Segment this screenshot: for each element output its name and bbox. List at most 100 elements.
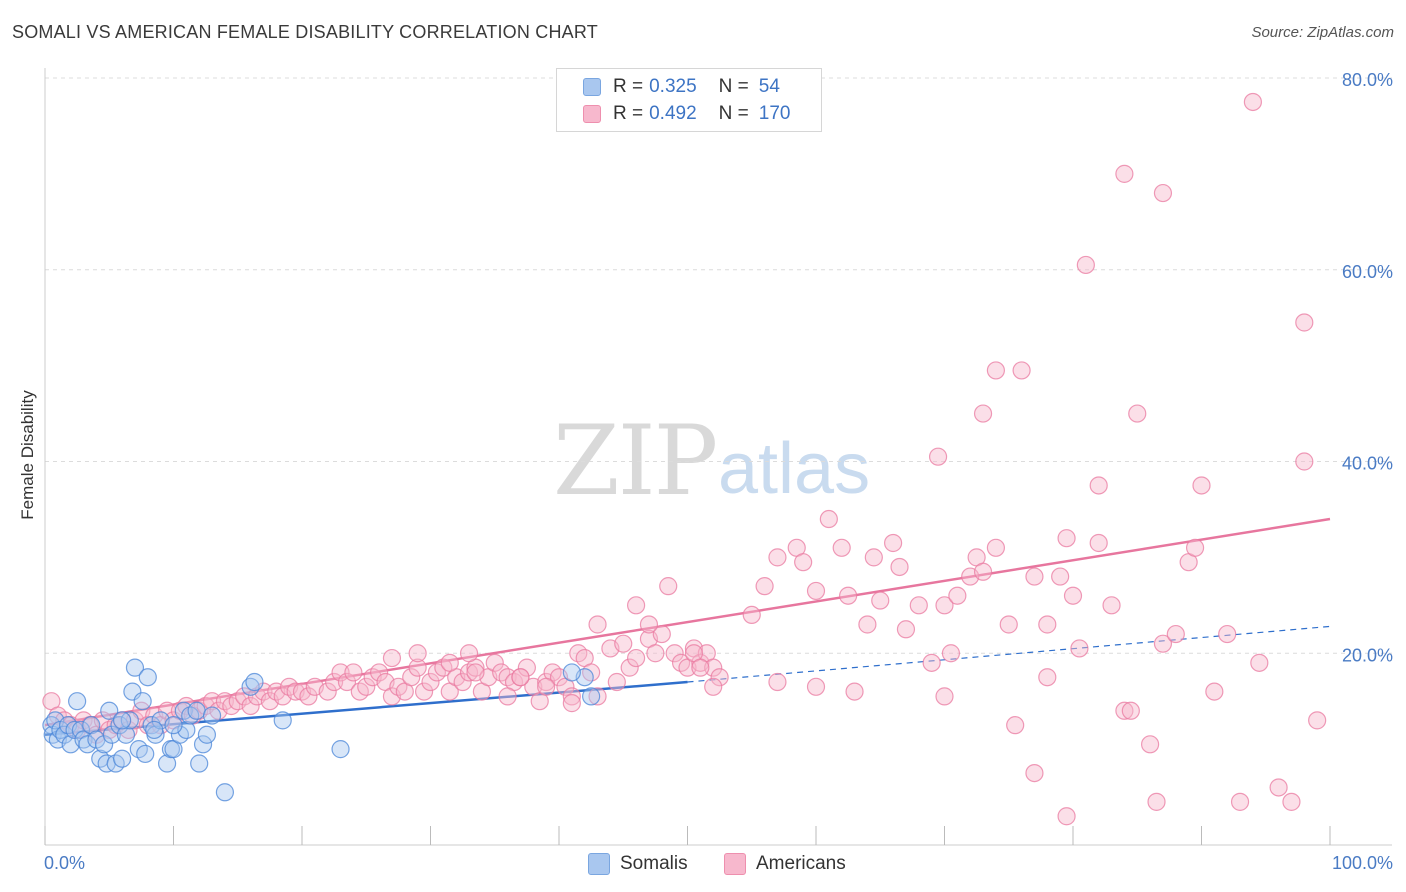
point-somalis: [82, 716, 101, 735]
point-americans: [1089, 476, 1108, 495]
y-tick-label: 80.0%: [1342, 70, 1393, 90]
point-somalis: [215, 783, 234, 802]
point-americans: [704, 658, 723, 677]
legend-n-label: N =: [718, 103, 749, 124]
point-americans: [235, 687, 254, 706]
legend-r-value: 0.492: [649, 103, 697, 124]
point-somalis: [245, 672, 264, 692]
point-americans: [1295, 313, 1314, 332]
point-somalis: [133, 692, 152, 711]
point-americans: [986, 361, 1006, 380]
point-americans: [858, 615, 877, 634]
point-americans: [299, 687, 318, 706]
point-americans: [607, 672, 626, 692]
point-americans: [646, 644, 665, 663]
point-somalis: [138, 668, 157, 687]
point-americans: [453, 672, 472, 692]
point-americans: [562, 687, 581, 706]
point-americans: [864, 548, 883, 567]
point-americans: [652, 624, 671, 644]
point-americans: [562, 694, 581, 713]
y-axis-title: Female Disability: [18, 390, 37, 520]
point-americans: [202, 692, 222, 711]
point-americans: [1185, 538, 1205, 557]
point-americans: [588, 615, 607, 634]
point-somalis: [112, 749, 132, 768]
point-americans: [1115, 164, 1134, 183]
bottom-legend-label-americans: Americans: [756, 853, 846, 874]
point-americans: [871, 591, 890, 610]
point-americans: [704, 677, 723, 696]
point-somalis: [562, 663, 581, 682]
point-americans: [1153, 183, 1173, 203]
point-americans: [402, 668, 421, 687]
y-tick-label: 20.0%: [1342, 645, 1393, 665]
point-americans: [537, 677, 556, 696]
point-americans: [665, 644, 684, 663]
point-americans: [1051, 567, 1070, 586]
point-americans: [1121, 701, 1140, 720]
data-points: [42, 92, 1327, 826]
point-americans: [845, 682, 864, 701]
point-americans: [370, 663, 389, 682]
point-americans: [1250, 653, 1269, 672]
point-americans: [382, 648, 402, 668]
point-americans: [344, 663, 363, 682]
point-americans: [839, 586, 858, 605]
point-americans: [1063, 586, 1083, 605]
watermark-atlas: atlas: [718, 429, 871, 509]
point-americans: [1115, 701, 1134, 720]
point-somalis: [187, 701, 206, 720]
point-americans: [414, 682, 434, 701]
legend-n-label: N =: [718, 76, 749, 97]
point-somalis: [112, 711, 132, 730]
point-americans: [806, 581, 826, 601]
point-somalis: [102, 725, 121, 744]
point-americans: [318, 682, 337, 701]
legend-swatch-americans: [583, 105, 601, 123]
point-somalis: [136, 744, 155, 764]
point-americans: [659, 577, 678, 596]
point-americans: [1308, 711, 1327, 730]
legend-r-label: R =: [613, 103, 644, 124]
point-americans: [832, 538, 851, 557]
point-americans: [1205, 682, 1224, 701]
point-americans: [1147, 792, 1166, 811]
chart-title: SOMALI VS AMERICAN FEMALE DISABILITY COR…: [12, 22, 598, 42]
point-americans: [806, 677, 826, 696]
point-somalis: [95, 735, 114, 754]
point-somalis: [273, 711, 292, 730]
point-americans: [1102, 596, 1121, 615]
point-americans: [935, 687, 954, 706]
legend-r-value: 0.325: [649, 76, 697, 97]
point-americans: [1295, 452, 1314, 471]
point-americans: [421, 672, 440, 692]
trend-line-somalis-extension: [687, 625, 1331, 683]
point-americans: [755, 577, 774, 596]
point-somalis: [68, 692, 87, 711]
legend-row-americans: R = 0.492 N = 170: [583, 102, 790, 126]
point-somalis: [190, 754, 209, 773]
point-americans: [408, 644, 427, 663]
point-americans: [498, 687, 517, 706]
point-americans: [1038, 615, 1057, 634]
point-americans: [922, 653, 941, 672]
point-americans: [1025, 567, 1044, 586]
point-americans: [999, 615, 1018, 634]
legend-n-value: 170: [758, 103, 791, 124]
point-americans: [459, 644, 479, 663]
point-somalis: [197, 725, 217, 744]
point-americans: [408, 658, 427, 677]
point-americans: [941, 644, 961, 663]
point-americans: [935, 596, 954, 615]
watermark-zip: ZIP: [553, 405, 718, 517]
point-americans: [1218, 624, 1237, 644]
point-americans: [517, 658, 536, 677]
bottom-legend-somalis: Somalis: [588, 852, 688, 876]
point-somalis: [202, 706, 222, 725]
point-somalis: [145, 720, 164, 740]
point-americans: [325, 672, 344, 692]
point-americans: [1128, 404, 1147, 423]
y-tick-label: 60.0%: [1342, 262, 1393, 282]
point-americans: [973, 562, 993, 581]
